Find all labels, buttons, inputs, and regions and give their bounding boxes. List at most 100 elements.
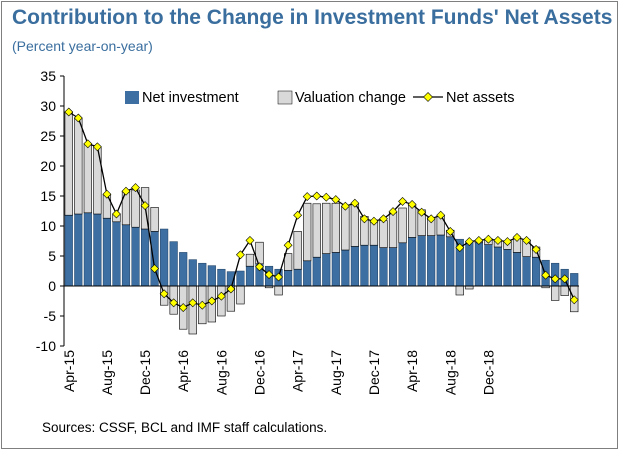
net-assets-point <box>226 284 236 294</box>
bar-net-investment <box>522 256 531 287</box>
bar-net-investment <box>484 244 493 287</box>
bar-net-investment <box>236 270 245 287</box>
net-assets-line-group <box>64 107 579 313</box>
bar-net-investment <box>532 256 541 287</box>
net-assets-point <box>302 192 312 202</box>
net-assets-point <box>131 183 140 193</box>
bar-net-investment <box>512 252 522 287</box>
bar-net-investment <box>446 236 455 287</box>
legend-swatch-net-investment <box>125 91 139 104</box>
bar-valuation-change <box>350 202 359 247</box>
x-tick-label: Dec-15 <box>137 350 153 395</box>
bar-net-investment <box>150 231 159 287</box>
net-assets-point <box>369 216 379 226</box>
source-note: Sources: CSSF, BCL and IMF staff calcula… <box>42 420 328 435</box>
x-tick-label: Aug-18 <box>442 350 458 395</box>
bar-net-investment <box>417 235 426 287</box>
x-tick-label: Apr-15 <box>61 350 77 392</box>
axes-lines <box>63 76 579 346</box>
y-tick-label: 10 <box>40 218 56 234</box>
bar-valuation-change <box>388 211 398 248</box>
net-assets-point <box>92 142 102 152</box>
bar-valuation-change <box>322 202 331 254</box>
bar-net-investment <box>83 212 92 287</box>
net-assets-point <box>331 195 341 205</box>
net-assets-point <box>407 199 417 209</box>
bar-net-investment <box>398 242 407 287</box>
bar-net-investment <box>121 224 131 287</box>
net-assets-point <box>569 295 579 305</box>
bar-net-investment <box>112 221 121 287</box>
legend-label-net-investment: Net investment <box>142 90 239 106</box>
bar-net-investment <box>312 256 321 287</box>
bar-valuation-change <box>398 207 407 244</box>
net-assets-point <box>398 196 407 206</box>
bar-net-investment <box>350 246 359 287</box>
net-assets-point <box>159 289 169 299</box>
net-assets-point <box>216 291 226 301</box>
net-assets-point <box>112 209 121 219</box>
legend-marker-net-assets <box>423 92 433 102</box>
net-assets-point <box>283 240 293 250</box>
bar-valuation-change <box>455 285 464 296</box>
chart-subtitle: (Percent year-on-year) <box>12 38 153 54</box>
bar-net-investment <box>388 247 398 287</box>
y-tick-label: -10 <box>36 338 56 354</box>
net-assets-point <box>64 107 74 117</box>
net-assets-point <box>455 243 465 253</box>
bar-valuation-change <box>150 207 159 232</box>
y-tick-label: 35 <box>40 68 56 84</box>
bar-valuation-change <box>379 220 388 248</box>
y-tick-label: 0 <box>48 278 56 294</box>
net-assets-point <box>264 270 274 280</box>
net-assets-point <box>531 244 541 254</box>
net-assets-point <box>522 235 531 245</box>
bar-valuation-change <box>188 285 197 335</box>
y-axis: -10 -5 0 5 10 15 20 25 30 35 <box>36 68 64 354</box>
bar-valuation-change <box>83 143 92 214</box>
bar-net-investment <box>369 244 379 287</box>
x-tick-label: Dec-18 <box>480 350 496 395</box>
net-assets-point <box>169 298 179 308</box>
bar-valuation-change <box>217 285 226 317</box>
bar-net-investment <box>141 228 150 287</box>
net-assets-point <box>560 274 570 284</box>
bar-net-investment <box>74 213 83 287</box>
net-assets-point <box>178 303 188 313</box>
net-assets-point <box>121 186 131 196</box>
bar-valuation-change <box>74 117 83 215</box>
net-assets-point <box>359 214 369 224</box>
bar-net-investment <box>379 247 388 287</box>
bar-net-investment <box>284 270 293 287</box>
bar-net-investment <box>131 226 140 287</box>
net-assets-point <box>312 191 322 201</box>
net-assets-point <box>140 201 150 211</box>
bar-valuation-change <box>312 203 321 258</box>
bar-valuation-change <box>303 202 312 262</box>
bars-group <box>64 111 579 335</box>
net-assets-point <box>340 201 350 211</box>
net-assets-point <box>188 298 198 308</box>
bar-net-investment <box>160 228 169 287</box>
chart-title: Contribution to the Change in Investment… <box>12 6 613 29</box>
bar-net-investment <box>102 217 111 287</box>
x-tick-label: Apr-17 <box>290 350 306 392</box>
y-tick-label: -5 <box>44 308 57 324</box>
bar-valuation-change <box>560 285 569 296</box>
bar-valuation-change <box>331 202 340 253</box>
net-assets-point <box>445 226 455 236</box>
net-assets-point <box>493 235 503 245</box>
bar-net-investment <box>465 241 474 287</box>
net-assets-point <box>388 207 398 217</box>
net-assets-point <box>426 214 436 224</box>
y-tick-label: 20 <box>40 158 56 174</box>
bar-valuation-change <box>131 189 140 228</box>
bar-valuation-change <box>341 206 350 251</box>
legend: Net investment Valuation change Net asse… <box>125 90 515 106</box>
bar-net-investment <box>493 246 502 287</box>
bar-net-investment <box>322 253 331 287</box>
x-tick-label: Dec-16 <box>252 350 268 395</box>
bar-valuation-change <box>64 111 73 216</box>
bar-valuation-change <box>236 285 245 305</box>
